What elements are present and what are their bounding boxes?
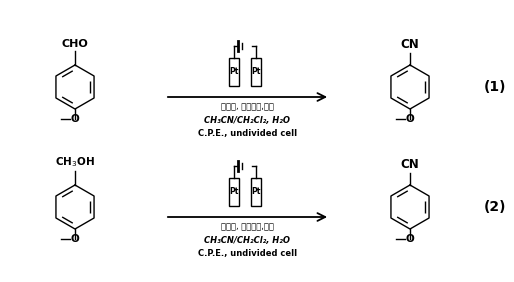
Bar: [251, 58, 261, 86]
Text: O: O: [406, 234, 414, 244]
Text: C.P.E., undivided cell: C.P.E., undivided cell: [198, 249, 297, 258]
Text: O: O: [406, 114, 414, 124]
Text: C.P.E., undivided cell: C.P.E., undivided cell: [198, 129, 297, 138]
Text: CHO: CHO: [62, 39, 88, 49]
Text: CH₃CN/CH₂Cl₂, H₂O: CH₃CN/CH₂Cl₂, H₂O: [205, 116, 290, 125]
Text: (1): (1): [484, 80, 506, 94]
Text: CH$_3$OH: CH$_3$OH: [55, 155, 95, 169]
Text: O: O: [70, 234, 79, 244]
Text: CN: CN: [400, 38, 419, 51]
Text: 电解质, 电彐化剂,氮源: 电解质, 电彐化剂,氮源: [221, 222, 274, 231]
Bar: [251, 178, 261, 206]
Text: CH₃CN/CH₂Cl₂, H₂O: CH₃CN/CH₂Cl₂, H₂O: [205, 236, 290, 245]
Text: Pt: Pt: [251, 67, 261, 76]
Bar: [229, 178, 239, 206]
Text: Pt: Pt: [251, 188, 261, 197]
Text: Pt: Pt: [229, 67, 238, 76]
Text: Pt: Pt: [229, 188, 238, 197]
Text: CN: CN: [400, 158, 419, 171]
Text: (2): (2): [484, 200, 506, 214]
Bar: [229, 58, 239, 86]
Text: 电解质, 电彐化剂,氮源: 电解质, 电彐化剂,氮源: [221, 102, 274, 111]
Text: O: O: [70, 114, 79, 124]
